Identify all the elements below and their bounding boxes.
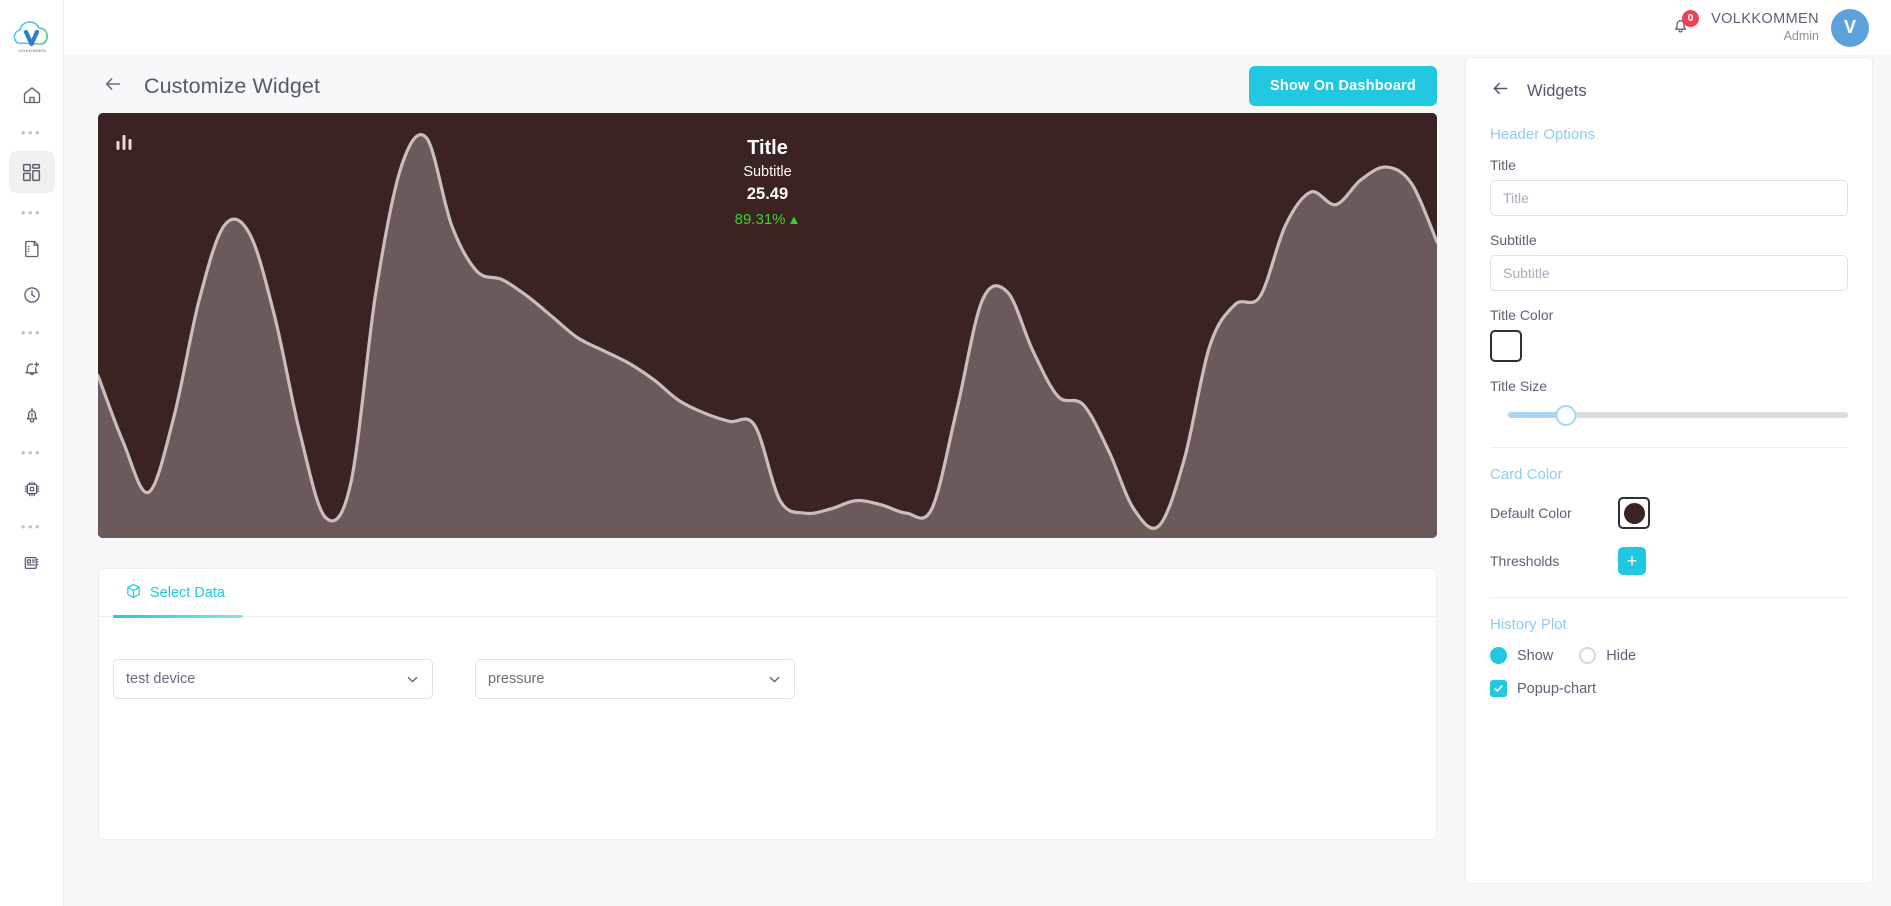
arrow-left-icon <box>102 73 124 100</box>
cube-icon <box>125 582 142 604</box>
document-icon <box>22 239 42 259</box>
thresholds-row: Thresholds + <box>1490 547 1848 575</box>
sidebar: VOLKKOMMEN ••• ••• <box>0 0 64 906</box>
widget-preview-card[interactable]: Title Subtitle 25.49 89.31% ▲ <box>98 113 1437 538</box>
data-selectors: test device pressure <box>99 617 1436 699</box>
device-card-icon <box>22 553 42 573</box>
page-header: Customize Widget Show On Dashboard <box>98 55 1437 111</box>
sidebar-item-gateways[interactable] <box>12 545 52 581</box>
popup-chart-row: Popup-chart <box>1490 680 1848 697</box>
title-size-slider-row <box>1490 401 1848 426</box>
notifications-button[interactable]: 0 <box>1665 9 1700 43</box>
radio-show[interactable] <box>1490 647 1507 664</box>
widget-settings-panel: Widgets Header Options Title Subtitle Ti… <box>1465 57 1873 884</box>
back-button[interactable] <box>98 71 128 101</box>
select-data-panel: Select Data test device <box>98 568 1437 840</box>
sidebar-separator: ••• <box>20 124 43 140</box>
default-color-dot <box>1623 502 1645 524</box>
page-title: Customize Widget <box>144 73 321 98</box>
slider-track <box>1508 412 1848 418</box>
bell-alert-icon <box>22 405 42 425</box>
sidebar-item-dashboard[interactable] <box>8 151 55 193</box>
device-select-value: test device <box>126 671 196 687</box>
card-color-section-title: Card Color <box>1490 466 1563 483</box>
radio-hide[interactable] <box>1579 647 1597 664</box>
title-size-label: Title Size <box>1490 378 1548 394</box>
metric-select[interactable]: pressure <box>475 659 795 699</box>
sidebar-item-reports[interactable] <box>12 231 52 267</box>
tab-label: Select Data <box>150 585 225 601</box>
popup-chart-label: Popup-chart <box>1517 680 1596 697</box>
settings-panel-title: Widgets <box>1527 81 1587 100</box>
slider-fill <box>1508 412 1566 418</box>
sidebar-separator: ••• <box>20 444 43 460</box>
sidebar-separator: ••• <box>20 204 43 220</box>
clock-icon <box>22 285 42 305</box>
settings-panel-header: Widgets <box>1490 78 1848 104</box>
default-color-row: Default Color <box>1490 497 1848 529</box>
title-input[interactable] <box>1490 180 1848 216</box>
panel-back-button[interactable] <box>1490 78 1511 104</box>
tab-select-data[interactable]: Select Data <box>113 569 243 618</box>
subtitle-input[interactable] <box>1490 255 1848 291</box>
title-color-swatch[interactable] <box>1490 330 1522 362</box>
tab-bar: Select Data <box>99 569 1436 618</box>
sidebar-item-devices[interactable] <box>12 471 52 507</box>
subtitle-field-label: Subtitle <box>1490 232 1537 248</box>
home-icon <box>22 85 42 105</box>
chevron-down-icon <box>766 671 782 687</box>
radio-hide-label: Hide <box>1606 647 1637 664</box>
title-field-label: Title <box>1490 157 1516 173</box>
bar-chart-icon[interactable] <box>116 133 133 157</box>
sidebar-item-alerts[interactable] <box>12 397 52 433</box>
content-area: Customize Widget Show On Dashboard <box>64 55 1465 906</box>
thresholds-label: Thresholds <box>1490 553 1560 569</box>
svg-text:VOLKKOMMEN: VOLKKOMMEN <box>18 49 46 53</box>
title-size-slider[interactable] <box>1508 404 1848 426</box>
panel-divider <box>1490 597 1848 598</box>
panel-divider <box>1490 447 1848 448</box>
slider-thumb[interactable] <box>1555 404 1577 426</box>
sidebar-item-history[interactable] <box>12 277 52 313</box>
default-color-swatch[interactable] <box>1618 497 1650 529</box>
chip-icon <box>22 479 42 499</box>
popup-chart-checkbox[interactable] <box>1490 680 1507 697</box>
dashboard-grid-icon <box>21 162 42 183</box>
radio-show-label: Show <box>1517 647 1554 664</box>
page-body: Customize Widget Show On Dashboard <box>64 55 1891 906</box>
title-color-label: Title Color <box>1490 307 1554 323</box>
device-select[interactable]: test device <box>113 659 433 699</box>
sidebar-separator: ••• <box>20 518 43 534</box>
chevron-down-icon <box>404 671 420 687</box>
header-options-section-title: Header Options <box>1490 126 1596 143</box>
default-color-label: Default Color <box>1490 505 1572 521</box>
history-area-chart <box>98 113 1437 538</box>
user-name: VOLKKOMMEN <box>1711 11 1819 28</box>
sidebar-item-add-alert[interactable] <box>12 351 52 387</box>
add-threshold-button[interactable]: + <box>1618 547 1646 575</box>
notification-badge: 0 <box>1682 9 1700 27</box>
show-on-dashboard-button[interactable]: Show On Dashboard <box>1249 66 1437 106</box>
metric-select-value: pressure <box>488 671 545 687</box>
brand-logo[interactable]: VOLKKOMMEN <box>9 18 55 58</box>
user-role: Admin <box>1783 28 1819 43</box>
history-plot-radio-group: Show Hide <box>1490 647 1848 664</box>
sidebar-item-home[interactable] <box>12 77 52 113</box>
history-plot-section-title: History Plot <box>1490 616 1567 633</box>
main-column: 0 VOLKKOMMEN Admin V <box>64 0 1891 906</box>
user-info[interactable]: VOLKKOMMEN Admin <box>1711 11 1819 44</box>
sidebar-separator: ••• <box>20 324 43 340</box>
avatar[interactable]: V <box>1831 8 1869 47</box>
bell-plus-icon <box>22 359 42 379</box>
top-bar: 0 VOLKKOMMEN Admin V <box>64 0 1891 55</box>
